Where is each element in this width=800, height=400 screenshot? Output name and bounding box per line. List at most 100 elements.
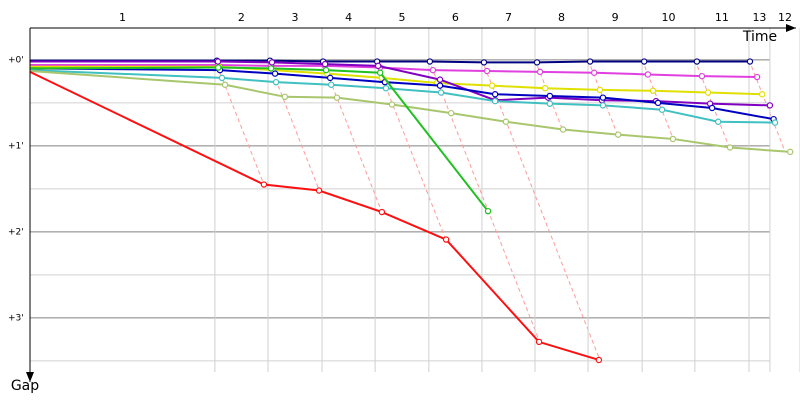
data-point [214,58,222,65]
data-point [322,66,330,74]
data-point [429,66,437,74]
lap-label: 9 [612,11,619,24]
data-point [447,109,455,117]
data-point [595,356,603,364]
lap-label: 11 [715,11,729,24]
series-line [29,70,791,153]
data-point [267,65,275,72]
data-point [268,59,276,66]
data-point [715,118,722,125]
lap-label: 4 [345,11,352,24]
data-point [614,131,622,138]
lap-label: 10 [662,11,676,24]
data-point [536,68,544,76]
lap-gap-line [321,59,383,213]
data-point [388,101,396,108]
lap-label: 2 [238,11,245,24]
data-point [758,91,766,98]
lap-gap-line [428,59,541,343]
data-point [708,104,716,112]
data-point [426,58,434,65]
series-line [29,70,600,361]
data-point [669,135,677,143]
data-point [442,236,450,243]
data-point [484,207,492,215]
data-point [546,92,554,100]
series-line [29,66,489,212]
data-point [535,338,543,346]
data-point [746,58,754,65]
data-point [654,99,662,107]
data-point [586,58,594,65]
lap-label: 1 [119,11,126,24]
data-point [590,69,598,76]
data-point [786,148,794,156]
data-point [436,76,444,83]
data-point [649,87,657,94]
data-point [333,94,341,101]
lap-label: 5 [398,11,405,24]
data-point [533,59,541,66]
data-point [437,89,445,96]
data-point [766,102,774,109]
data-point [693,58,701,65]
data-point [321,60,329,68]
marks [29,57,794,364]
lap-label: 13 [752,11,766,24]
y-tick-label: +3' [8,313,24,323]
data-point [704,89,712,96]
lap-label: 6 [452,11,459,24]
data-point [272,78,280,86]
series-line [29,69,776,124]
data-point [218,74,226,82]
data-point [559,126,567,133]
data-point [488,82,496,89]
data-point [726,144,734,151]
data-point [374,62,382,70]
data-point [546,100,554,107]
y-tick-label: +1' [8,141,24,151]
data-point [480,59,488,66]
lap-label: 7 [505,11,512,24]
data-point [260,181,268,188]
data-point [596,86,604,94]
data-point [315,187,323,194]
data-point [326,74,334,82]
lap-gap-line [481,59,601,361]
series-line [30,59,750,64]
data-point [271,70,279,77]
data-point [436,82,444,89]
y-tick-label: +2' [8,227,24,237]
data-point [640,58,648,65]
data-point [281,93,289,101]
y-tick-label: +0' [8,55,24,65]
x-axis-arrow [786,24,796,32]
data-point [221,81,229,88]
lap-label: 3 [292,11,299,24]
data-point [753,73,761,81]
data-point [327,81,335,88]
data-point [483,67,491,75]
data-point [215,64,222,71]
data-point [502,118,510,125]
x-axis-title: Time [742,29,777,45]
data-point [376,69,384,76]
data-point [382,84,390,92]
lap-label: 8 [558,11,565,24]
data-point [771,119,779,126]
data-point [491,91,499,98]
y-axis-title: Gap [11,378,39,394]
data-point [491,97,499,105]
data-point [541,84,549,92]
series-line [29,67,774,121]
y-axis-arrow [26,372,34,382]
data-point [599,102,607,109]
data-point [658,106,666,113]
lap-gap-line [587,59,618,135]
series-line [30,65,763,96]
lap-label: 12 [778,11,792,24]
data-point [378,208,386,216]
data-point [599,94,607,101]
